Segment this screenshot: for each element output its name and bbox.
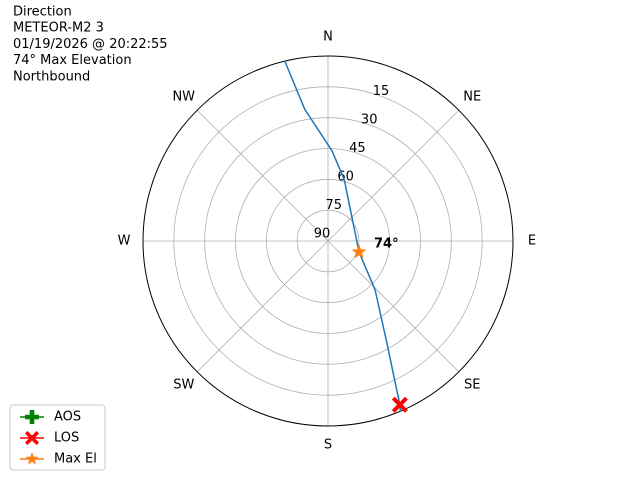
- legend-label: Max El: [54, 452, 97, 467]
- marker-x: [391, 396, 408, 413]
- theta-tick-label: SW: [173, 378, 194, 393]
- theta-tick-label: W: [118, 234, 131, 249]
- r-tick-label: 60: [337, 170, 354, 185]
- theta-tick-label: S: [324, 438, 332, 453]
- title-line: METEOR-M2 3: [13, 21, 104, 36]
- ring-grid-line: [296, 209, 360, 273]
- legend-label: AOS: [54, 410, 81, 425]
- r-tick-label: 75: [326, 198, 343, 213]
- theta-tick-label: SE: [464, 378, 480, 393]
- r-tick-label: 15: [373, 84, 390, 99]
- legend-marker: [25, 410, 39, 424]
- title-line: 01/19/2026 @ 20:22:55: [13, 37, 168, 52]
- theta-tick-label: NE: [463, 89, 481, 104]
- ring-grid-line: [204, 117, 452, 365]
- r-tick-label: 45: [349, 141, 366, 156]
- r-tick-label: 90: [314, 227, 331, 242]
- legend-marker: [25, 452, 39, 465]
- marker-star: [351, 244, 367, 259]
- legend-label: LOS: [54, 431, 79, 446]
- title-line: Direction: [13, 5, 72, 20]
- ring-grid-line: [265, 178, 391, 304]
- legend: AOS LOS Max El: [9, 404, 106, 471]
- title-line: Northbound: [13, 69, 90, 84]
- r-tick-label: 30: [361, 113, 378, 128]
- title-line: 74° Max Elevation: [13, 53, 132, 68]
- ring-grid-line: [173, 86, 483, 396]
- legend-marker: [25, 431, 39, 445]
- annotation: 74°: [374, 236, 399, 251]
- ring-grid-line: [235, 148, 421, 334]
- theta-tick-label: NW: [172, 89, 195, 104]
- polar-frame: [142, 55, 514, 427]
- theta-tick-label: E: [528, 234, 536, 249]
- theta-tick-label: N: [323, 30, 333, 45]
